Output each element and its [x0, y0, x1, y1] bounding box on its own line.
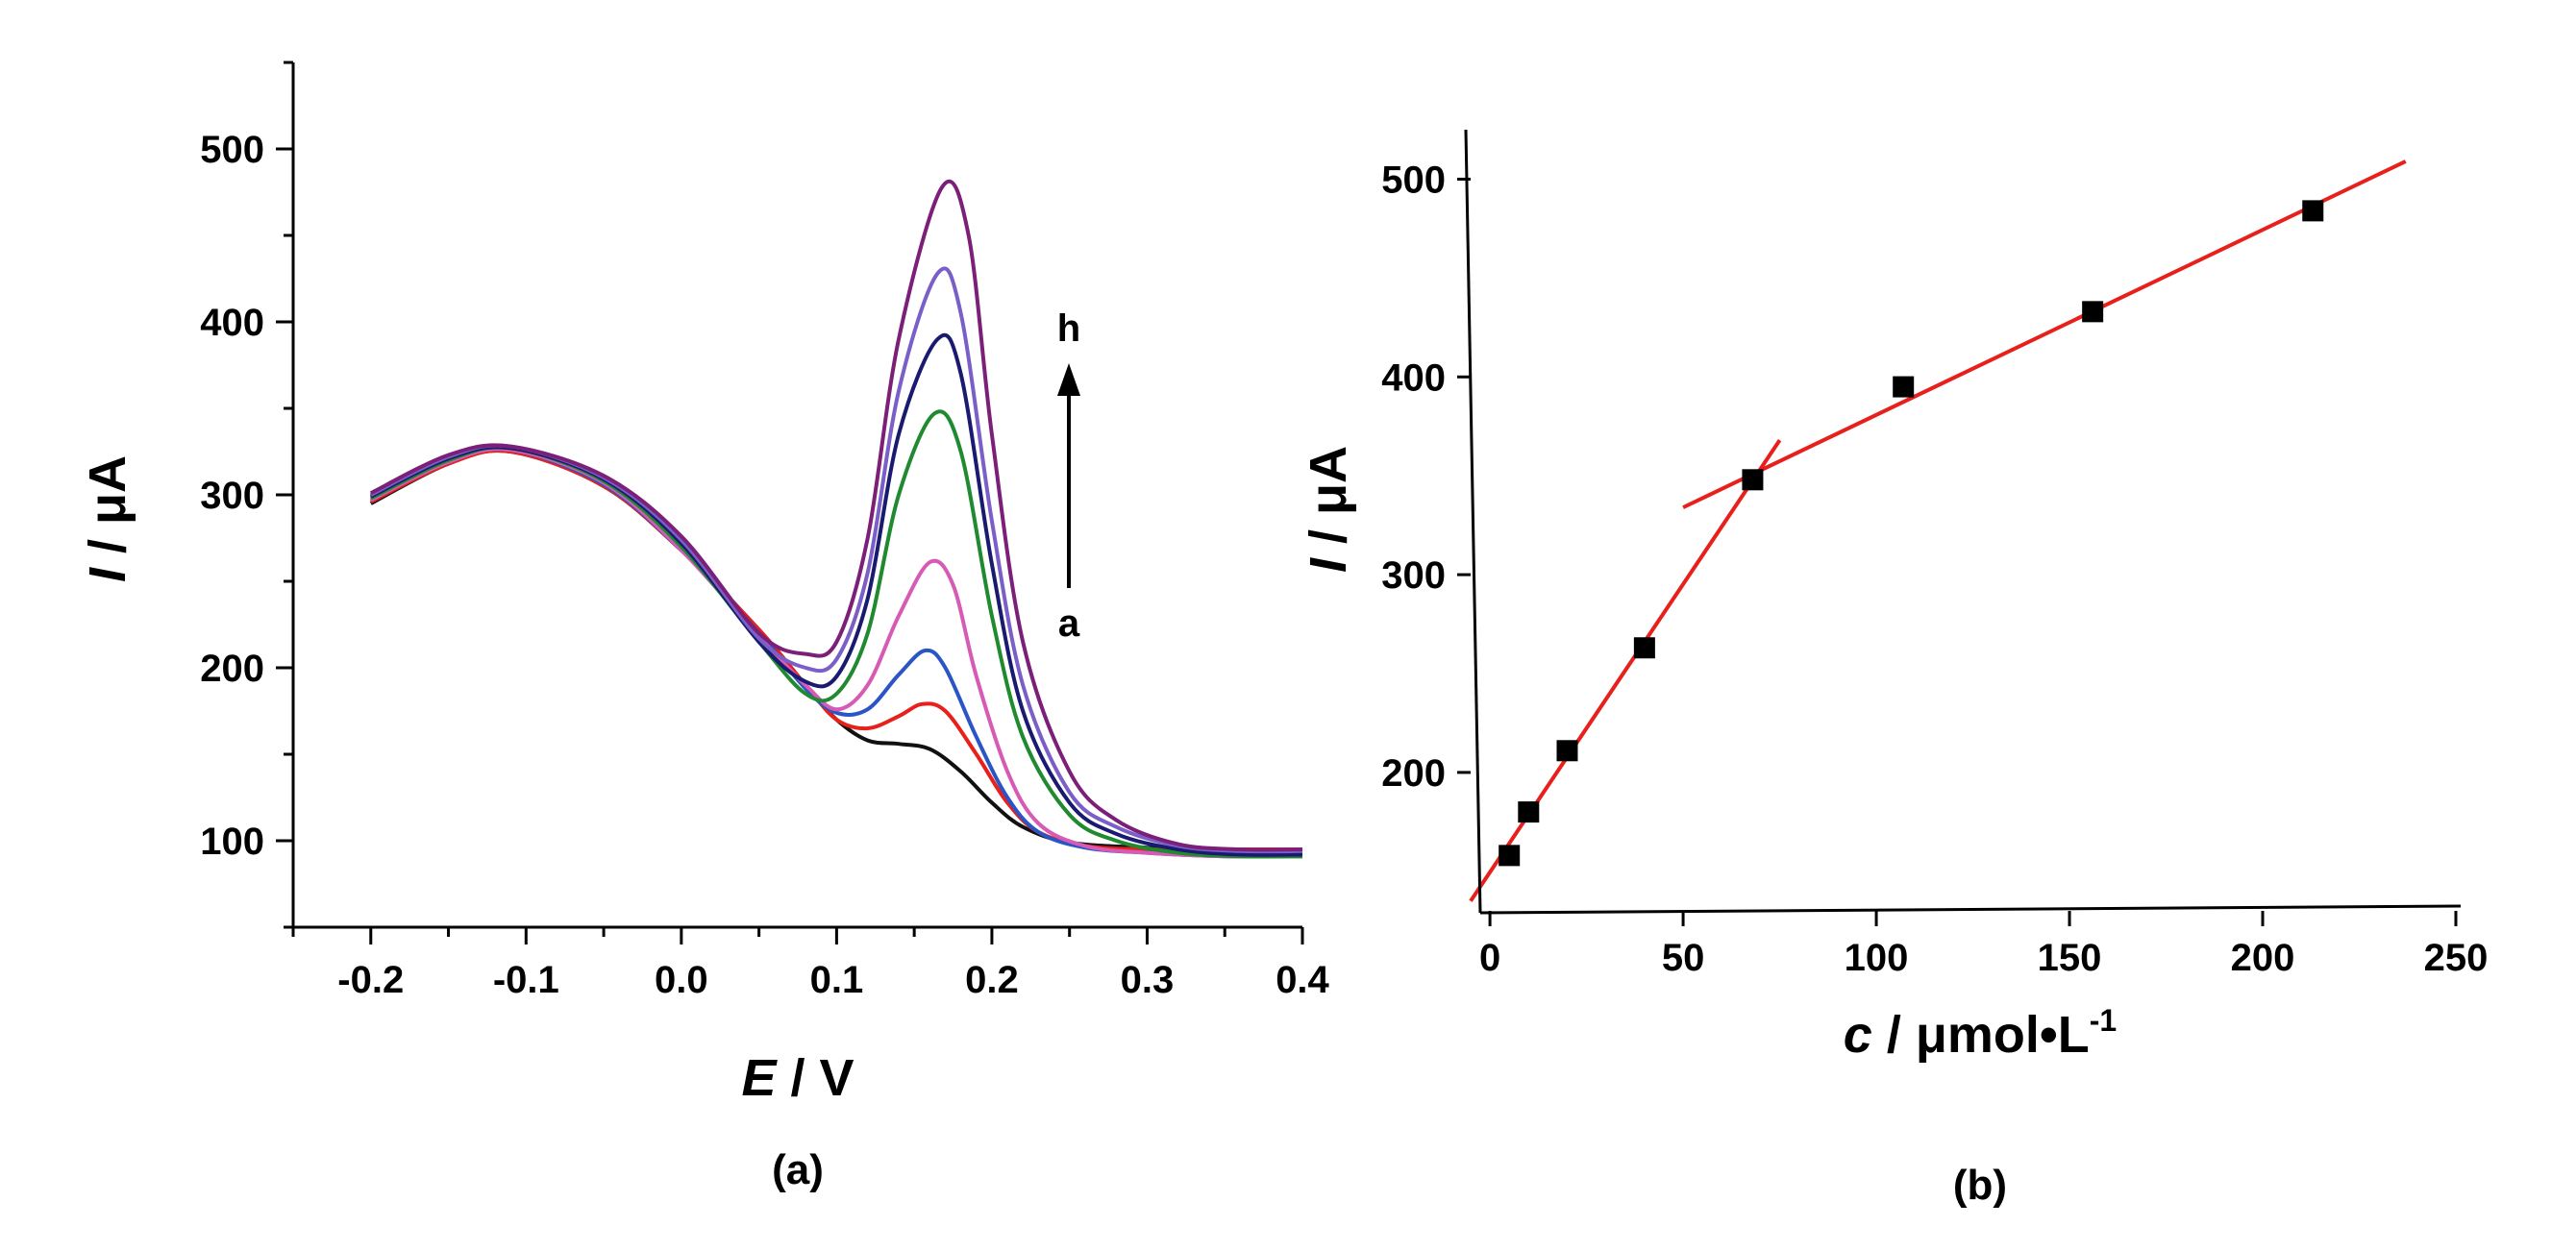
panel-b-x-tick-label: 150	[2038, 937, 2102, 979]
panel-b-y-ticks: 200 300 400 500	[1381, 159, 1471, 795]
panel-a-arrow-head	[1057, 363, 1080, 396]
panel-b-data-point	[1499, 845, 1521, 867]
panel-b-data-point	[2082, 301, 2104, 323]
panel-b-label: (b)	[1953, 1162, 2007, 1209]
panel-a-series-a	[369, 448, 1303, 852]
panel-b-y-tick-label: 500	[1381, 159, 1446, 201]
panel-a-x-tick-label: 0.3	[1121, 959, 1175, 1001]
panel-a-x-ticks: -0.2 -0.1 0.0 0.1 0.2 0.3 0.4	[291, 927, 1330, 1001]
panel-a-x-unit: / V	[777, 1049, 855, 1107]
panel-b-y-axis-line	[1464, 129, 1482, 914]
panel-a-y-tick-label: 400	[200, 302, 264, 344]
panel-a-x-tick-label: 0.0	[655, 959, 708, 1001]
panel-b-x-tick-label: 250	[2424, 937, 2489, 979]
panel-b-data-point	[1633, 637, 1655, 659]
panel-b-fit-lines	[1469, 159, 2407, 902]
panel-a-series-f	[369, 332, 1303, 857]
panel-b-data-point	[1742, 469, 1764, 491]
panel-a-x-tick-label: 0.2	[965, 959, 1019, 1001]
panel-a-arrow-label-bottom: a	[1058, 602, 1080, 645]
panel-a-x-tick-label: 0.1	[810, 959, 864, 1001]
panel-a-y-axis-title: I / μA	[79, 455, 136, 582]
panel-a-arrow-label-top: h	[1057, 307, 1080, 350]
panel-b-y-var: I	[1300, 557, 1357, 573]
panel-b-data-point	[2302, 200, 2324, 222]
panel-a-x-axis-title: E / V	[741, 1049, 854, 1107]
panel-a-x-tick-label: -0.2	[337, 959, 404, 1001]
panel-b-calibration-chart: 200 300 400 500 0 50 100 150 200 250 c / μmol•L-…	[1300, 129, 2488, 1209]
panel-a-y-ticks: 100 200 300 400 500	[200, 61, 293, 929]
panel-b-x-var: c	[1844, 1006, 1872, 1064]
panel-a-y-var: I	[79, 567, 136, 582]
panel-b-fit-line-1	[1469, 439, 1782, 902]
panel-a-series-e	[369, 409, 1303, 859]
panel-a-series-h	[369, 179, 1303, 852]
panel-a-series-d	[369, 447, 1303, 859]
panel-b-x-tick-label: 200	[2231, 937, 2295, 979]
panel-a-series-c	[369, 447, 1303, 859]
panel-b-x-tick-label: 100	[1845, 937, 1909, 979]
panel-b-x-axis-title: c / μmol•L-1	[1844, 1003, 2117, 1064]
panel-b-data-point	[1893, 376, 1915, 398]
panel-a-x-var: E	[741, 1049, 778, 1107]
panel-a-x-tick-label: 0.4	[1276, 959, 1329, 1001]
panel-a-y-unit: / μA	[79, 455, 136, 568]
panel-b-x-tick-label: 50	[1662, 937, 1705, 979]
panel-a-y-tick-label: 100	[200, 821, 264, 863]
panel-b-x-ticks: 0 50 100 150 200 250	[1479, 911, 2488, 979]
panel-b-y-tick-label: 400	[1381, 356, 1446, 399]
panel-b-fit-line-2	[1682, 159, 2407, 509]
panel-a-x-tick-label: -0.1	[493, 959, 559, 1001]
panel-a-y-tick-label: 200	[200, 648, 264, 690]
panel-b-data-point	[1556, 740, 1578, 762]
panel-b-x-axis-line	[1479, 904, 2462, 915]
panel-a-y-tick-label: 300	[200, 475, 264, 517]
panel-b-data-point	[1518, 801, 1540, 823]
panel-b-y-tick-label: 200	[1381, 752, 1446, 795]
panel-b-x-unit-sup: -1	[2090, 1003, 2117, 1038]
panel-a-series-group	[369, 179, 1303, 859]
panel-a-y-tick-label: 500	[200, 129, 264, 171]
panel-b-x-unit: / μmol•L	[1872, 1006, 2090, 1064]
panel-b-y-tick-label: 300	[1381, 554, 1446, 597]
panel-a-label: (a)	[772, 1146, 824, 1193]
panel-a-series-g	[369, 266, 1303, 854]
panel-b-y-unit: / μA	[1300, 446, 1357, 558]
panel-b-x-tick-label: 0	[1479, 937, 1500, 979]
panel-b-data-points	[1499, 200, 2324, 867]
panel-a-series-b	[369, 449, 1302, 852]
panel-b-y-axis-title: I / μA	[1300, 446, 1357, 573]
